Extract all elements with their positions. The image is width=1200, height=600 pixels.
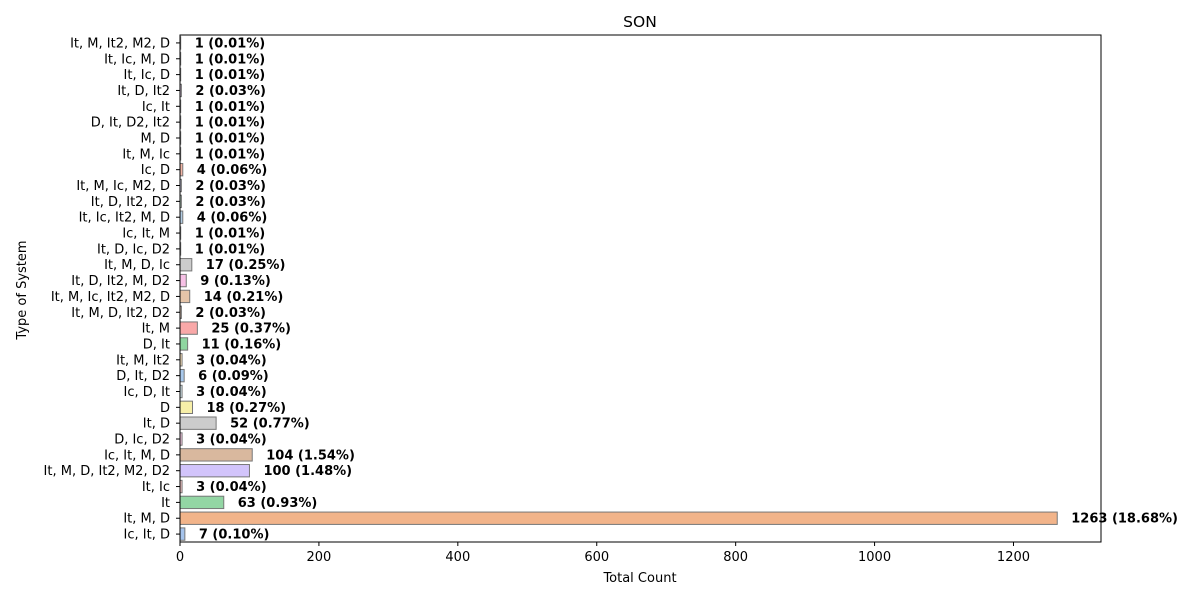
y-tick-label: It [161, 496, 170, 511]
y-tick-label: Ic, It, M, D [104, 448, 170, 463]
y-tick-label: Ic, It, D [124, 528, 170, 543]
bar-value-label: 2 (0.03%) [195, 179, 266, 194]
bar [179, 289, 191, 304]
y-axis-label: Type of System [15, 240, 30, 340]
y-tick-label: It, M, Ic, It2, M2, D [51, 290, 170, 305]
y-tick-label: It, Ic, M, D [104, 52, 170, 67]
bar-value-label: 63 (0.93%) [238, 496, 318, 511]
x-tick-label: 800 [723, 550, 748, 565]
bar [179, 416, 217, 430]
bar [179, 464, 250, 478]
y-tick-label: It, D, It2 [117, 84, 170, 99]
bar-value-label: 1 (0.01%) [195, 100, 266, 115]
bar-value-label: 3 (0.04%) [196, 385, 267, 400]
bar-value-label: 4 (0.06%) [197, 211, 268, 226]
bar [179, 448, 253, 462]
y-tick-label: It, M, It2, M2, D [70, 36, 170, 51]
y-tick-label: D, Ic, D2 [114, 433, 170, 448]
y-tick-label: It, D, It2, D2 [91, 195, 170, 210]
y-tick-label: It, Ic, It2, M, D [79, 211, 170, 226]
bar [179, 273, 187, 288]
y-tick-label: It, Ic, D [124, 68, 170, 83]
y-tick-label: It, M, Ic [122, 147, 170, 162]
bar-value-label: 17 (0.25%) [206, 258, 286, 273]
y-tick-label: It, M [142, 322, 170, 337]
bar-value-label: 1 (0.01%) [195, 242, 266, 257]
bar-value-label: 6 (0.09%) [198, 369, 269, 384]
bar [179, 258, 193, 272]
x-tick-label: 1200 [997, 550, 1030, 565]
bar [179, 400, 194, 415]
bar-value-label: 1263 (18.68%) [1071, 512, 1178, 527]
bar-value-label: 1 (0.01%) [195, 131, 266, 146]
bar [179, 337, 189, 351]
bar-value-label: 7 (0.10%) [199, 528, 270, 543]
y-tick-label: It, D, Ic, D2 [97, 242, 170, 257]
bar-value-label: 52 (0.77%) [230, 417, 310, 432]
bar [179, 511, 1058, 525]
bar-value-label: 1 (0.01%) [195, 36, 266, 51]
y-tick-label: Ic, It [142, 100, 170, 115]
y-tick-label: D [160, 401, 170, 416]
y-tick-label: D, It, D2, It2 [91, 116, 170, 131]
bar-value-label: 1 (0.01%) [195, 116, 266, 131]
y-tick-label: It, M, D, It2, M2, D2 [44, 464, 170, 479]
bar-value-label: 2 (0.03%) [195, 84, 266, 99]
y-tick-label: Ic, D, It [124, 385, 170, 400]
bar-value-label: 11 (0.16%) [202, 337, 282, 352]
y-tick-label: Ic, D [141, 163, 170, 178]
y-tick-label: Ic, It, M [122, 227, 170, 242]
y-tick-label: It, D, It2, M, D2 [71, 274, 170, 289]
bar-value-label: 1 (0.01%) [195, 227, 266, 242]
y-tick-label: It, M, D, Ic [104, 258, 170, 273]
bar-value-label: 1 (0.01%) [195, 147, 266, 162]
y-tick-label: D, It, D2 [116, 369, 170, 384]
y-tick-label: It, M, It2 [116, 353, 170, 368]
x-tick-label: 200 [306, 550, 331, 565]
bar [179, 495, 225, 510]
y-tick-label: It, D [143, 417, 170, 432]
plot-frame [179, 34, 1102, 543]
x-tick-label: 600 [584, 550, 609, 565]
y-tick-label: It, M, D, It2, D2 [71, 306, 170, 321]
y-axis: It, M, It2, M2, DIt, Ic, M, DIt, Ic, DIt… [44, 36, 180, 543]
bar-value-label: 14 (0.21%) [204, 290, 284, 305]
x-axis: 0 200 400 600 800 1000 1200 [176, 542, 1030, 565]
x-axis-label: Total Count [602, 571, 676, 586]
bar-value-label: 9 (0.13%) [200, 274, 271, 289]
y-tick-label: M, D [141, 131, 171, 146]
bar [179, 321, 198, 335]
bar-value-label: 104 (1.54%) [266, 448, 355, 463]
bar [179, 527, 186, 541]
bar-value-label: 1 (0.01%) [195, 68, 266, 83]
bar-value-label: 2 (0.03%) [195, 306, 266, 321]
chart-title: SON [623, 13, 657, 31]
bar-value-label: 3 (0.04%) [196, 480, 267, 495]
y-tick-label: It, M, D [123, 512, 170, 527]
y-tick-label: It, M, Ic, M2, D [76, 179, 170, 194]
bar-value-label: 1 (0.01%) [195, 52, 266, 67]
bar-value-label: 18 (0.27%) [207, 401, 287, 416]
bar-value-label: 2 (0.03%) [195, 195, 266, 210]
x-tick-label: 400 [445, 550, 470, 565]
bar-value-label: 100 (1.48%) [263, 464, 352, 479]
x-tick-label: 0 [176, 550, 184, 565]
bar-value-label: 3 (0.04%) [196, 353, 267, 368]
x-tick-label: 1000 [858, 550, 891, 565]
bar-value-label: 4 (0.06%) [197, 163, 268, 178]
y-tick-label: It, Ic [142, 480, 170, 495]
y-tick-label: D, It [143, 337, 170, 352]
bar-value-label: 25 (0.37%) [211, 322, 291, 337]
bar [179, 368, 185, 383]
data-labels-group: 1 (0.01%)1 (0.01%)1 (0.01%)2 (0.03%)1 (0… [195, 36, 1178, 542]
bar-value-label: 3 (0.04%) [196, 433, 267, 448]
